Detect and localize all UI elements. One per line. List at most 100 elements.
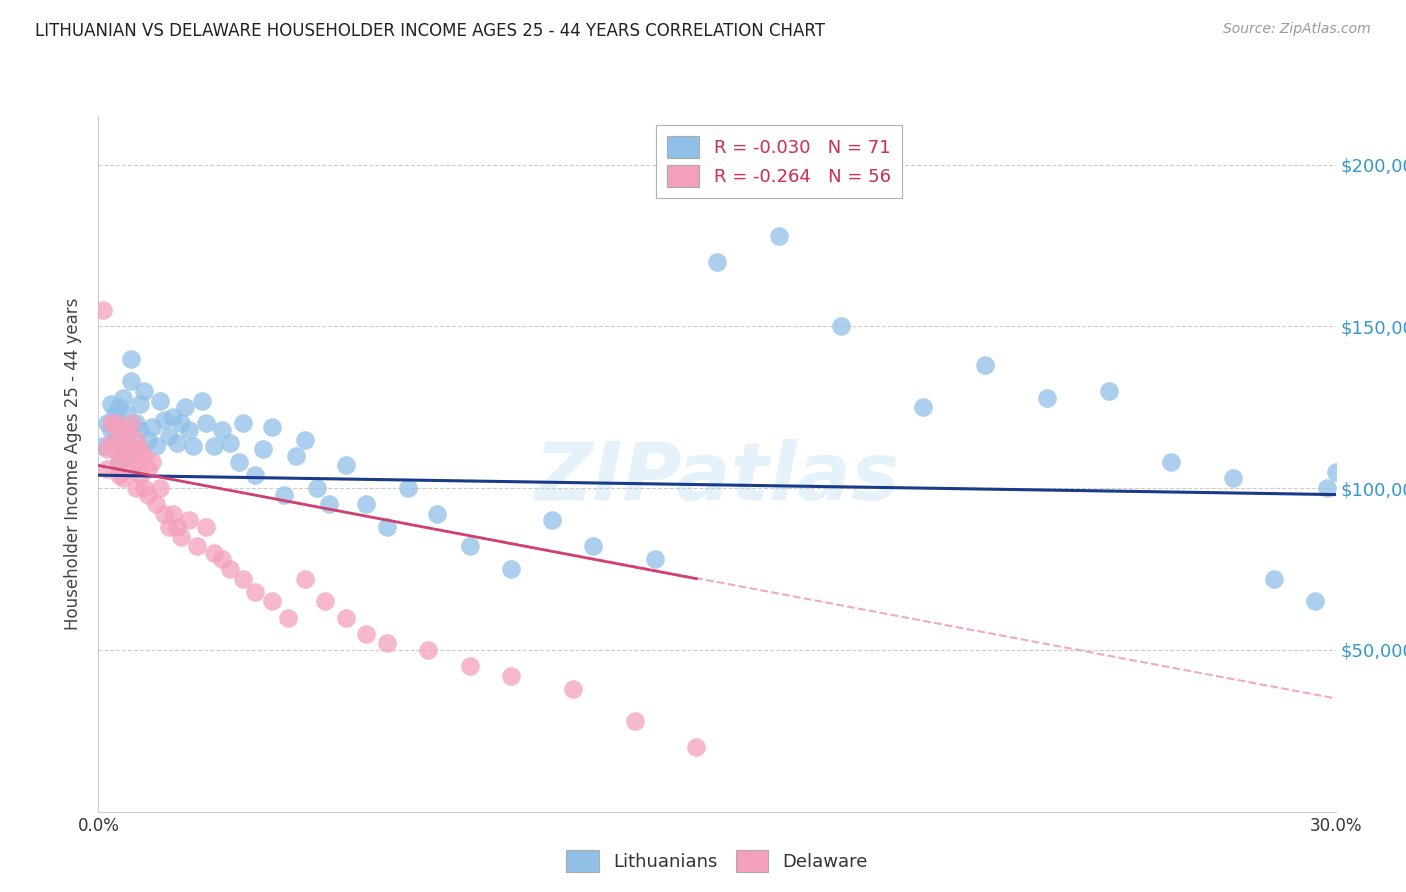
Point [120, 417, 142, 431]
Point [132, 481, 155, 495]
Point [117, 442, 139, 457]
Point [124, 417, 146, 431]
Point [260, 419, 283, 434]
Point [124, 481, 146, 495]
Point [141, 419, 163, 434]
Point [162, 409, 184, 424]
Point [91, 303, 114, 318]
Point [117, 449, 139, 463]
Point [112, 433, 135, 447]
Point [112, 471, 135, 485]
Point [141, 455, 163, 469]
Point [136, 487, 159, 501]
Point [157, 429, 180, 443]
Point [120, 461, 142, 475]
Point [166, 435, 188, 450]
Point [277, 610, 299, 624]
Point [104, 417, 127, 431]
Point [120, 351, 142, 366]
Point [132, 384, 155, 398]
Point [499, 669, 522, 683]
Point [128, 468, 150, 483]
Point [396, 481, 419, 495]
Point [104, 433, 127, 447]
Point [166, 520, 188, 534]
Point [561, 681, 583, 696]
Point [96, 461, 118, 475]
Point [179, 513, 201, 527]
Point [153, 507, 176, 521]
Point [830, 319, 852, 334]
Point [128, 423, 150, 437]
Point [375, 636, 398, 650]
Point [375, 520, 398, 534]
Point [117, 429, 139, 443]
Point [418, 643, 440, 657]
Point [623, 714, 645, 728]
Point [120, 374, 142, 388]
Point [170, 417, 193, 431]
Point [356, 626, 378, 640]
Point [294, 433, 316, 447]
Point [685, 739, 707, 754]
Point [117, 407, 139, 421]
Point [1098, 384, 1121, 398]
Point [145, 439, 167, 453]
Text: ZIPatlas: ZIPatlas [534, 439, 900, 516]
Point [117, 423, 139, 437]
Point [219, 435, 242, 450]
Point [108, 423, 131, 437]
Point [305, 481, 328, 495]
Point [157, 520, 180, 534]
Point [153, 413, 176, 427]
Point [136, 461, 159, 475]
Point [912, 401, 935, 415]
Point [96, 442, 118, 457]
Point [124, 433, 146, 447]
Point [96, 417, 118, 431]
Point [541, 513, 564, 527]
Point [252, 442, 274, 457]
Point [243, 584, 266, 599]
Point [186, 540, 208, 554]
Point [170, 530, 193, 544]
Point [104, 407, 127, 421]
Point [318, 497, 340, 511]
Point [190, 393, 212, 408]
Point [179, 423, 201, 437]
Point [108, 401, 131, 415]
Point [100, 397, 122, 411]
Point [112, 439, 135, 453]
Point [1303, 594, 1326, 608]
Legend: Lithuanians, Delaware: Lithuanians, Delaware [560, 843, 875, 880]
Point [174, 401, 197, 415]
Point [426, 507, 449, 521]
Point [582, 540, 605, 554]
Point [356, 497, 378, 511]
Point [211, 552, 233, 566]
Point [104, 442, 127, 457]
Point [285, 449, 308, 463]
Point [1160, 455, 1182, 469]
Point [644, 552, 666, 566]
Point [211, 423, 233, 437]
Text: LITHUANIAN VS DELAWARE HOUSEHOLDER INCOME AGES 25 - 44 YEARS CORRELATION CHART: LITHUANIAN VS DELAWARE HOUSEHOLDER INCOM… [35, 22, 825, 40]
Point [100, 417, 122, 431]
Point [128, 442, 150, 457]
Point [108, 468, 131, 483]
Point [132, 449, 155, 463]
Point [149, 393, 172, 408]
Point [1222, 471, 1244, 485]
Y-axis label: Householder Income Ages 25 - 44 years: Householder Income Ages 25 - 44 years [65, 298, 83, 630]
Point [335, 610, 357, 624]
Point [149, 481, 172, 495]
Point [706, 254, 728, 268]
Point [128, 397, 150, 411]
Point [112, 449, 135, 463]
Point [260, 594, 283, 608]
Point [232, 417, 254, 431]
Point [974, 358, 997, 372]
Point [100, 423, 122, 437]
Point [100, 435, 122, 450]
Point [162, 507, 184, 521]
